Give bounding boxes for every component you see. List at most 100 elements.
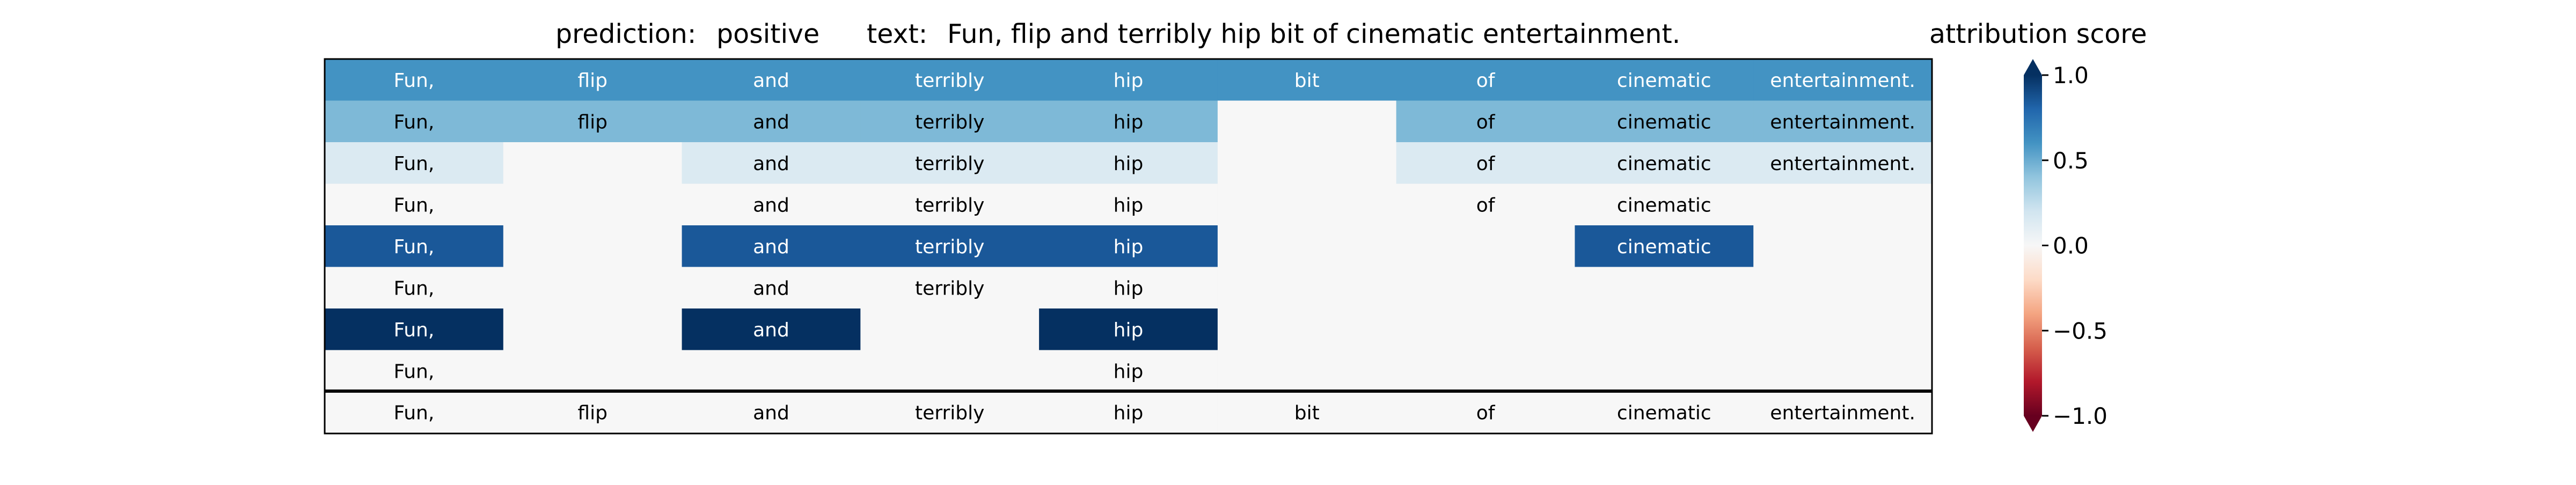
colorbar-tick-label: 0.5 <box>2053 148 2089 174</box>
colorbar-tick-label: 0.0 <box>2053 233 2089 259</box>
heatmap-cell-label: terribly <box>915 111 984 133</box>
heatmap-frame <box>324 58 1933 435</box>
title-prediction-value: positive <box>716 19 819 49</box>
colorbar-tick-label: −0.5 <box>2053 318 2107 344</box>
heatmap-cell <box>325 59 504 101</box>
heatmap-cell <box>1396 142 1576 185</box>
heatmap-cell <box>860 267 1040 309</box>
heatmap-cell-label: and <box>753 319 789 341</box>
heatmap-cell-label: terribly <box>915 277 984 299</box>
colorbar-label: attribution score <box>1929 19 2147 49</box>
heatmap-cell <box>1039 350 1218 392</box>
heatmap-cell <box>1396 350 1576 392</box>
heatmap-cell <box>1039 225 1218 268</box>
heatmap-cell <box>682 142 861 185</box>
heatmap-cell-label: and <box>753 277 789 299</box>
heatmap-cell-label: cinematic <box>1617 194 1711 216</box>
heatmap-cell <box>325 267 504 309</box>
heatmap-cell-label: cinematic <box>1617 111 1711 133</box>
heatmap-cell <box>1396 59 1576 101</box>
heatmap-cell <box>503 59 683 101</box>
heatmap-cell <box>682 183 861 226</box>
heatmap-cell-label: of <box>1476 70 1496 92</box>
reference-token-label: hip <box>1114 402 1144 424</box>
heatmap-cell <box>682 59 861 101</box>
reference-cell <box>1753 392 1933 433</box>
heatmap-cell <box>1217 59 1397 101</box>
heatmap-cell <box>1753 267 1933 309</box>
heatmap-cell <box>1575 100 1754 143</box>
heatmap-cell-label: hip <box>1114 70 1144 92</box>
reference-cell <box>860 392 1040 433</box>
heatmap-cell <box>325 142 504 185</box>
heatmap-cell-label: Fun, <box>393 361 434 383</box>
reference-token-label: flip <box>577 402 608 424</box>
heatmap-cell <box>503 350 683 392</box>
heatmap-cell <box>1396 183 1576 226</box>
colorbar-ticks: 1.0 0.5 0.0 −0.5 −1.0 <box>2042 62 2107 429</box>
heatmap-cell <box>1753 183 1933 226</box>
heatmap-cell-label: Fun, <box>393 194 434 216</box>
heatmap-cell <box>682 350 861 392</box>
reference-cell <box>1575 392 1754 433</box>
heatmap-cell-label: hip <box>1114 319 1144 341</box>
heatmap-cell-label: terribly <box>915 153 984 175</box>
heatmap-cell-label: bit <box>1294 70 1320 92</box>
heatmap-cell-label: terribly <box>915 70 984 92</box>
heatmap-cell-label: cinematic <box>1617 70 1711 92</box>
heatmap-cell-label: Fun, <box>393 111 434 133</box>
heatmap-cell <box>1396 308 1576 351</box>
heatmap-cell-label: and <box>753 194 789 216</box>
heatmap-cell-label: entertainment. <box>1770 70 1915 92</box>
heatmap-cell-label: and <box>753 153 789 175</box>
heatmap-cell-label: hip <box>1114 361 1144 383</box>
heatmap-cell <box>325 308 504 351</box>
reference-cell <box>503 392 683 433</box>
heatmap-cell <box>1217 225 1397 268</box>
heatmap-cell <box>1575 350 1754 392</box>
colorbar-extend-top <box>2024 59 2042 75</box>
heatmap-cell <box>860 142 1040 185</box>
heatmap-cell <box>1753 225 1933 268</box>
heatmap-cell <box>860 100 1040 143</box>
colorbar-gradient <box>2024 75 2042 416</box>
reference-cell <box>1396 392 1576 433</box>
title-text-label: text: <box>867 19 927 49</box>
heatmap-cell <box>1753 59 1933 101</box>
heatmap-cell <box>682 267 861 309</box>
heatmap-cell <box>1575 142 1754 185</box>
heatmap-cell-label: entertainment. <box>1770 153 1915 175</box>
heatmap-cell-label: hip <box>1114 236 1144 258</box>
reference-cell <box>1217 392 1397 433</box>
title-text-value: Fun, flip and terribly hip bit of cinema… <box>947 19 1680 49</box>
heatmap-cell <box>503 225 683 268</box>
colorbar-tick-label: 1.0 <box>2053 62 2089 89</box>
heatmap-cell-label: Fun, <box>393 70 434 92</box>
heatmap-cell <box>860 225 1040 268</box>
reference-cell <box>682 392 861 433</box>
heatmap-cell <box>503 142 683 185</box>
heatmap-cell-label: entertainment. <box>1770 111 1915 133</box>
heatmap-cell-label: hip <box>1114 277 1144 299</box>
heatmap-cell <box>1753 350 1933 392</box>
heatmap-cell <box>860 350 1040 392</box>
heatmap-cell-label: cinematic <box>1617 153 1711 175</box>
heatmap-cell <box>1575 308 1754 351</box>
heatmap-cell <box>1396 267 1576 309</box>
heatmap-cell-label: and <box>753 236 789 258</box>
heatmap-cell <box>1753 142 1933 185</box>
heatmap-cell-label: flip <box>577 70 608 92</box>
heatmap-cell-label: of <box>1476 111 1496 133</box>
heatmap-cells <box>325 59 1933 433</box>
heatmap-cell <box>1039 183 1218 226</box>
heatmap-cell-label: hip <box>1114 153 1144 175</box>
heatmap-cell <box>682 100 861 143</box>
heatmap-labels: Fun, flip and terribly hip bit of cinematic ente… <box>393 70 1915 424</box>
heatmap-cell-label: and <box>753 111 789 133</box>
heatmap-cell <box>1039 100 1218 143</box>
heatmap-cell <box>1575 225 1754 268</box>
heatmap-cell <box>1217 183 1397 226</box>
heatmap-cell <box>1396 100 1576 143</box>
